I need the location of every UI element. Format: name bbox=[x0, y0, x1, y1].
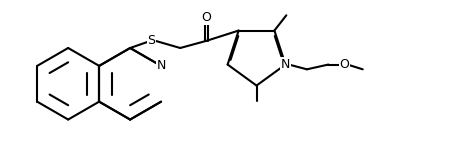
Text: O: O bbox=[339, 58, 349, 71]
Text: O: O bbox=[201, 11, 211, 24]
Text: N: N bbox=[156, 59, 166, 72]
Text: S: S bbox=[148, 34, 156, 47]
Text: N: N bbox=[281, 58, 290, 71]
